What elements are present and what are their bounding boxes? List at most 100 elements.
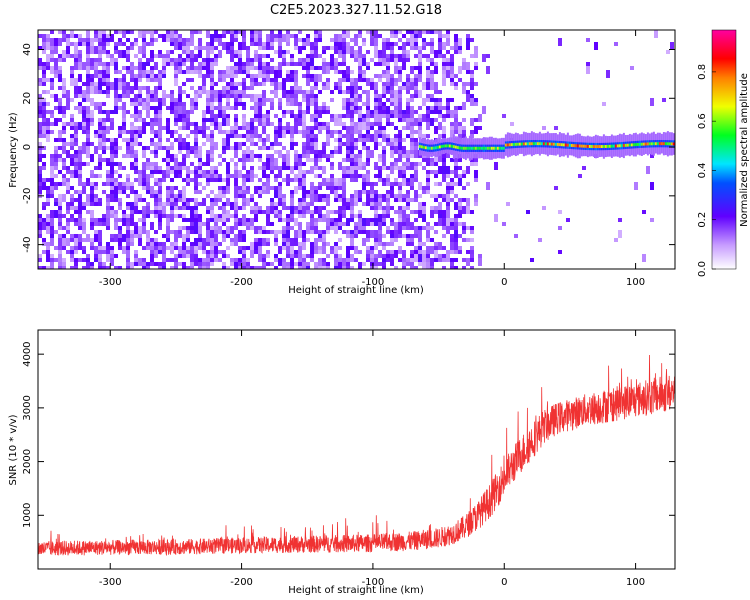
spectrogram-cell: [414, 46, 418, 50]
signal-track-peak: [510, 143, 513, 147]
spectrogram-cell: [238, 54, 242, 58]
spectrogram-cell: [170, 58, 174, 62]
spectrogram-cell: [118, 230, 122, 234]
spectrogram-cell: [74, 206, 78, 210]
spectrogram-cell: [430, 258, 434, 266]
spectrogram-cell: [142, 226, 146, 234]
spectrogram-cell: [434, 126, 438, 130]
spectrogram-cell: [210, 134, 214, 138]
signal-track-peak: [578, 144, 581, 148]
spectrogram-cell: [370, 202, 374, 206]
colorbar-tick-label: 0.6: [697, 113, 708, 129]
spectrogram-cell: [438, 50, 442, 54]
spectrogram-cell: [102, 182, 106, 186]
signal-track-peak: [634, 143, 637, 147]
spectrogram-cell: [442, 198, 446, 202]
spectrogram-cell: [462, 238, 466, 242]
spectrogram-cell: [370, 58, 374, 62]
spectrogram-cell: [670, 42, 674, 50]
spectrogram-cell: [294, 242, 298, 246]
signal-track-peak: [632, 143, 635, 147]
spectrogram-cell: [370, 186, 374, 190]
spectrogram-cell: [210, 258, 214, 262]
spectrogram-cell: [342, 190, 346, 198]
spectrogram-cell: [66, 210, 70, 214]
spectrogram-cell: [318, 262, 322, 266]
spectrogram-cell: [154, 254, 158, 258]
spectrogram-cell: [454, 226, 458, 230]
spectrogram-cell: [62, 266, 66, 269]
spectrogram-cell: [254, 246, 258, 250]
spectrogram-cell: [278, 46, 282, 50]
spectrogram-cell: [474, 66, 478, 70]
spectrogram-cell: [402, 178, 406, 186]
spectrogram-cell: [246, 246, 250, 250]
spectrogram-cell: [398, 118, 402, 122]
spectrogram-cell: [246, 58, 250, 62]
spectrogram-cell: [158, 78, 162, 86]
spectrogram-cell: [242, 182, 246, 186]
spectrogram-cell: [290, 254, 294, 258]
spectrogram-cell: [334, 150, 338, 154]
spectrogram-cell: [374, 146, 378, 150]
spectrogram-cell: [50, 86, 54, 90]
spectrogram-cell: [330, 118, 334, 122]
spectrogram-cell: [422, 42, 426, 46]
spectrogram-cell: [314, 226, 318, 234]
spectrogram-cell: [354, 226, 358, 230]
spectrogram-cell: [318, 66, 322, 70]
spectrogram-cell: [166, 166, 170, 170]
spectrogram-cell: [234, 50, 238, 54]
spectrogram-cell: [94, 86, 98, 94]
spectrogram-cell: [382, 86, 386, 94]
spectrogram-cell: [270, 262, 274, 266]
spectrogram-cell: [322, 178, 326, 186]
spectrogram-cell: [398, 222, 402, 230]
spectrogram-cell: [294, 142, 298, 146]
spectrogram-cell: [174, 258, 178, 262]
spectrogram-cell: [186, 70, 190, 74]
x-tick-label: 0: [501, 577, 507, 588]
spectrogram-cell: [122, 130, 126, 134]
spectrogram-cell: [278, 50, 282, 58]
spectrogram-cell: [286, 218, 290, 222]
spectrogram-cell: [334, 130, 338, 134]
spectrogram-cell: [242, 158, 246, 162]
spectrogram-cell: [370, 266, 374, 269]
spectrogram-cell: [422, 54, 426, 58]
spectrogram-cell: [138, 110, 142, 114]
signal-track-peak: [584, 144, 587, 148]
spectrogram-cell: [398, 210, 402, 214]
spectrogram-cell: [94, 238, 98, 242]
signal-track-peak: [570, 143, 573, 147]
signal-track-peak: [596, 145, 599, 149]
spectrogram-cell: [78, 122, 82, 126]
spectrogram-cell: [346, 30, 350, 38]
spectrogram-cell: [226, 82, 230, 86]
spectrogram-cell: [458, 174, 462, 178]
spectrogram-cell: [230, 126, 234, 130]
spectrogram-cell: [346, 74, 350, 78]
spectrogram-cell: [386, 86, 390, 90]
spectrogram-cell: [126, 66, 130, 70]
spectrogram-cell: [134, 170, 138, 174]
spectrogram-cell: [650, 218, 654, 222]
spectrogram-cell: [414, 30, 418, 34]
spectrogram-cell: [442, 166, 446, 170]
spectrogram-cell: [234, 150, 238, 158]
spectrogram-cell: [402, 150, 406, 154]
spectrogram-cell: [150, 246, 154, 250]
spectrogram-cell: [194, 230, 198, 234]
signal-track-peak: [498, 146, 501, 150]
spectrogram-cell: [350, 126, 354, 130]
spectrogram-cell: [202, 118, 206, 122]
spectrogram-cell: [86, 142, 90, 146]
signal-track-peak: [572, 144, 575, 148]
spectrogram-cell: [302, 246, 306, 250]
spectrogram-cell: [70, 78, 74, 82]
spectrogram-cell: [94, 258, 98, 262]
spectrogram-cell: [182, 226, 186, 230]
spectrogram-cell: [330, 58, 334, 62]
spectrogram-cell: [278, 82, 282, 90]
spectrogram-cell: [442, 162, 446, 166]
